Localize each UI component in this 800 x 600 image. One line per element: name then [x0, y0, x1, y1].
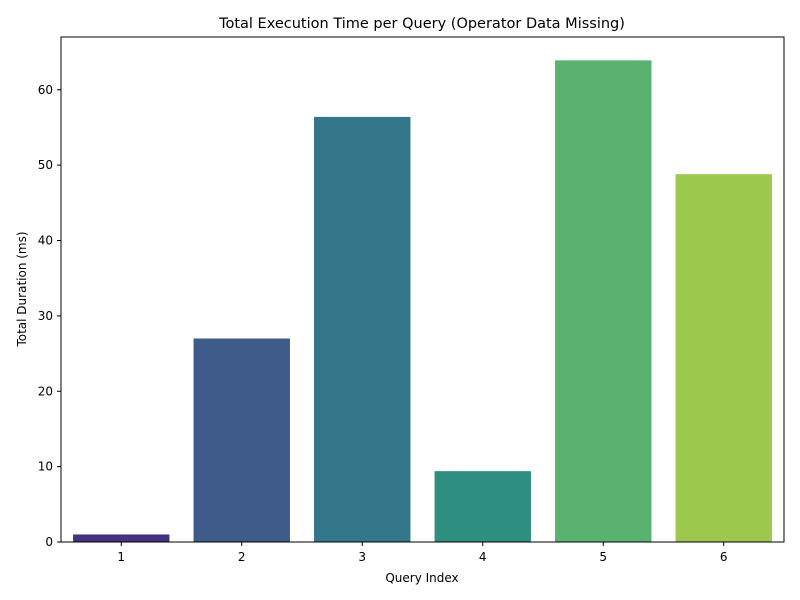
bar-query-5: [555, 60, 652, 543]
x-tick-label: 1: [117, 550, 125, 564]
y-tick-label: 10: [38, 460, 53, 474]
y-axis: 0 10 20 30 40 50 60: [38, 83, 61, 549]
bar-query-4: [434, 471, 531, 542]
y-tick-label: 40: [38, 234, 53, 248]
chart-title: Total Execution Time per Query (Operator…: [218, 16, 625, 32]
x-tick-label: 6: [720, 550, 728, 564]
bar-query-6: [675, 174, 772, 542]
x-tick-label: 2: [238, 550, 246, 564]
x-axis: 1 2 3 4 5 6: [117, 542, 728, 564]
bar-query-2: [193, 338, 290, 542]
y-tick-label: 0: [45, 535, 53, 549]
y-tick-label: 50: [38, 158, 53, 172]
plot-frame: [60, 36, 785, 543]
x-tick-label: 4: [479, 550, 487, 564]
bar-query-3: [314, 116, 411, 543]
y-tick-label: 20: [38, 384, 53, 398]
y-tick-label: 30: [38, 309, 53, 323]
x-tick-label: 5: [599, 550, 607, 564]
x-axis-label: Query Index: [385, 571, 458, 585]
bar-query-1: [73, 534, 170, 542]
bars-layer: [73, 60, 772, 543]
y-tick-label: 60: [38, 83, 53, 97]
y-axis-label: Total Duration (ms): [15, 231, 29, 347]
x-tick-label: 3: [358, 550, 366, 564]
